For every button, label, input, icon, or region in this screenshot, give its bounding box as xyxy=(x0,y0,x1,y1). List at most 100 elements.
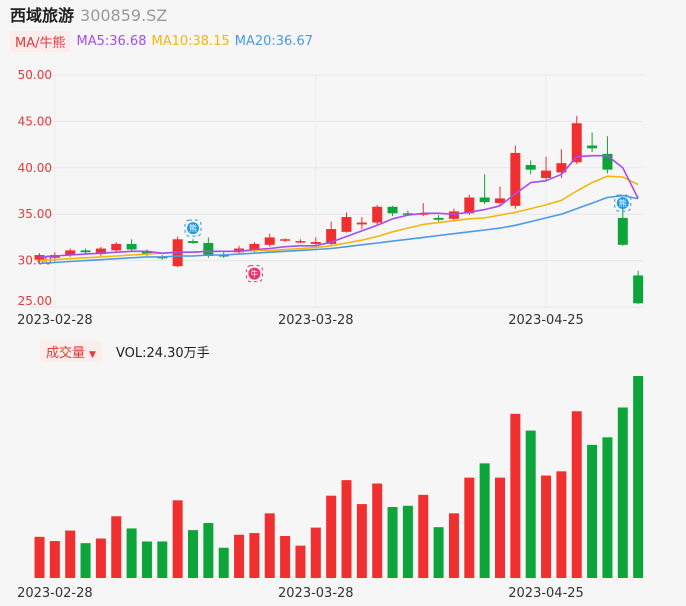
candle-body xyxy=(633,275,644,304)
candle-body xyxy=(295,241,306,243)
volume-bar xyxy=(587,444,598,578)
candle-body xyxy=(448,211,459,219)
volume-bar xyxy=(65,530,76,578)
candle-body xyxy=(479,197,490,203)
ma10-legend: MA10:38.15 xyxy=(151,33,230,49)
stock-title: 西域旅游 300859.SZ xyxy=(10,5,167,27)
ma20-legend: MA20:36.67 xyxy=(234,33,313,49)
candle-body xyxy=(111,243,122,251)
volume-bar xyxy=(418,494,429,578)
bear-badge-icon: 熊 xyxy=(614,194,632,212)
volume-bar xyxy=(633,376,644,578)
ma5-legend: MA5:36.68 xyxy=(76,33,147,49)
candle-body xyxy=(464,197,475,214)
volume-bar xyxy=(326,495,337,578)
volume-bar xyxy=(80,543,91,578)
price-tick-label: 25.00 xyxy=(18,294,52,308)
volume-bar xyxy=(295,545,306,578)
caret-down-icon: ▼ xyxy=(89,349,96,360)
candle-body xyxy=(341,216,352,232)
volume-bar xyxy=(49,541,60,578)
candle-body xyxy=(126,243,137,250)
candle-body xyxy=(234,248,245,253)
candle-body xyxy=(264,237,275,245)
volume-date-label: 2023-04-25 xyxy=(508,586,584,601)
volume-bar xyxy=(525,430,536,578)
volume-bar xyxy=(433,527,444,578)
volume-bar xyxy=(402,505,413,578)
volume-bar xyxy=(479,463,490,578)
bull-badge-icon-disc xyxy=(248,267,261,280)
volume-bar xyxy=(510,413,521,578)
ma-legend: MA/牛熊 MA5:36.68 MA10:38.15 MA20:36.67 xyxy=(10,30,318,52)
volume-bar xyxy=(495,477,505,578)
volume-bar xyxy=(188,530,198,578)
volume-bar xyxy=(203,522,214,578)
price-date-label: 2023-03-28 xyxy=(278,313,354,328)
candle-body xyxy=(602,153,613,170)
price-tick-label: 35.00 xyxy=(18,207,52,221)
ma5-line xyxy=(39,154,639,258)
volume-bar xyxy=(218,547,229,578)
candle-body xyxy=(141,251,152,255)
volume-bar xyxy=(264,513,275,578)
candle-body xyxy=(617,217,628,245)
bear-badge-icon-frame xyxy=(614,194,632,212)
volume-bar xyxy=(141,541,152,578)
stock-name: 西域旅游 xyxy=(10,6,75,25)
bear-badge-icon-text: 熊 xyxy=(619,198,627,208)
candle-body xyxy=(433,217,444,220)
price-tick-label: 45.00 xyxy=(18,114,52,128)
volume-date-label: 2023-02-28 xyxy=(17,586,93,601)
candle-body xyxy=(402,213,413,215)
candle-body xyxy=(571,123,582,163)
volume-bar xyxy=(126,528,137,578)
bull-badge-icon-text: 牛 xyxy=(250,269,258,279)
volume-bar xyxy=(602,437,613,578)
volume-value: VOL:24.30万手 xyxy=(115,345,210,361)
volume-bar xyxy=(541,475,552,578)
candle-body xyxy=(326,229,337,244)
candle-body xyxy=(387,206,398,214)
bear-badge-icon-frame xyxy=(184,219,202,237)
candle-body xyxy=(525,165,536,170)
volume-bar xyxy=(34,536,45,578)
candle-body xyxy=(587,145,598,149)
volume-date-label: 2023-03-28 xyxy=(278,586,354,601)
bear-badge-icon-text: 熊 xyxy=(189,223,197,233)
volume-bar xyxy=(157,541,168,578)
volume-bar xyxy=(111,516,122,578)
volume-bar xyxy=(234,534,245,578)
candle-body xyxy=(372,206,383,223)
bear-badge-icon: 熊 xyxy=(184,219,202,237)
volume-bar xyxy=(571,411,582,578)
ma10-line xyxy=(39,175,639,262)
volume-bar xyxy=(95,538,106,578)
candle-body xyxy=(65,250,76,256)
price-tick-label: 50.00 xyxy=(18,68,52,82)
volume-bar xyxy=(617,407,628,578)
candle-body xyxy=(310,242,321,244)
candle-body xyxy=(188,241,198,243)
candle-body xyxy=(556,163,567,173)
price-date-label: 2023-04-25 xyxy=(508,313,584,328)
candle-body xyxy=(280,239,291,241)
candle-body xyxy=(495,198,505,204)
bull-badge-icon: 牛 xyxy=(245,265,263,283)
price-date-label: 2023-02-28 xyxy=(17,313,93,328)
price-tick-label: 40.00 xyxy=(18,161,52,175)
volume-indicator-selector[interactable]: 成交量 ▼ xyxy=(40,340,102,362)
volume-legend: 成交量 ▼ VOL:24.30万手 xyxy=(40,340,210,362)
volume-bar xyxy=(464,477,475,578)
volume-bar xyxy=(372,483,383,578)
candle-body xyxy=(510,152,521,206)
volume-bar xyxy=(387,507,398,578)
volume-bar xyxy=(556,471,567,578)
candle-body xyxy=(203,242,214,256)
candle-body xyxy=(356,222,367,225)
volume-bar xyxy=(448,513,459,578)
candle-body xyxy=(95,248,106,255)
ma-indicator-selector[interactable]: MA/牛熊 xyxy=(10,30,71,52)
candle-body xyxy=(34,255,45,260)
